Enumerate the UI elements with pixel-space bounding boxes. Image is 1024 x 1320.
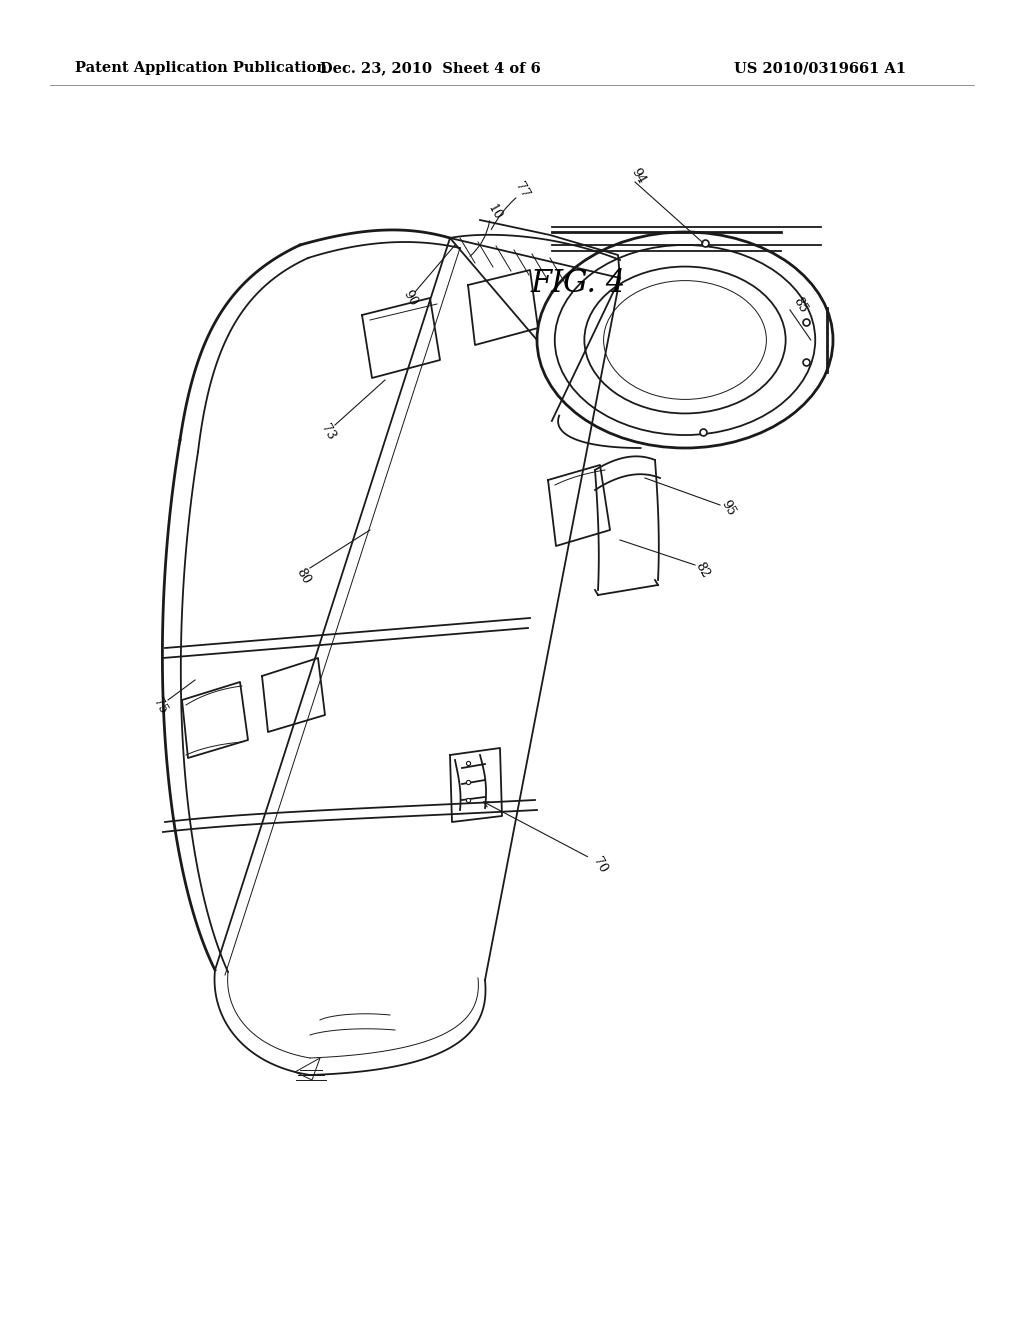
Text: 75: 75 [151,696,170,715]
Text: Dec. 23, 2010  Sheet 4 of 6: Dec. 23, 2010 Sheet 4 of 6 [319,61,541,75]
Text: 90: 90 [400,288,420,308]
Text: 94: 94 [629,166,647,186]
Text: 10: 10 [484,202,504,222]
Text: US 2010/0319661 A1: US 2010/0319661 A1 [734,61,906,75]
Text: 77: 77 [512,180,531,201]
Text: 70: 70 [591,855,609,875]
Text: Patent Application Publication: Patent Application Publication [75,61,327,75]
Text: 95: 95 [719,498,737,517]
Text: 73: 73 [318,422,338,442]
Text: 80: 80 [293,566,312,586]
Text: FIG. 4: FIG. 4 [530,268,627,300]
Text: 82: 82 [692,560,712,579]
Text: 85: 85 [791,294,810,315]
